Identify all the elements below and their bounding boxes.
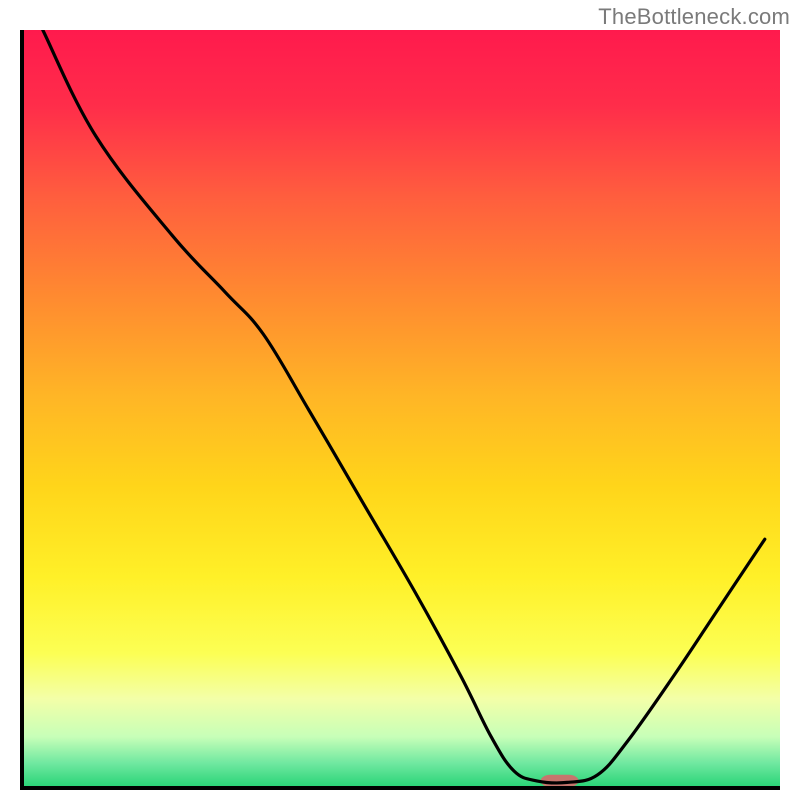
- chart-background: [20, 30, 780, 790]
- watermark-text: TheBottleneck.com: [598, 4, 790, 30]
- bottleneck-chart: [20, 30, 780, 790]
